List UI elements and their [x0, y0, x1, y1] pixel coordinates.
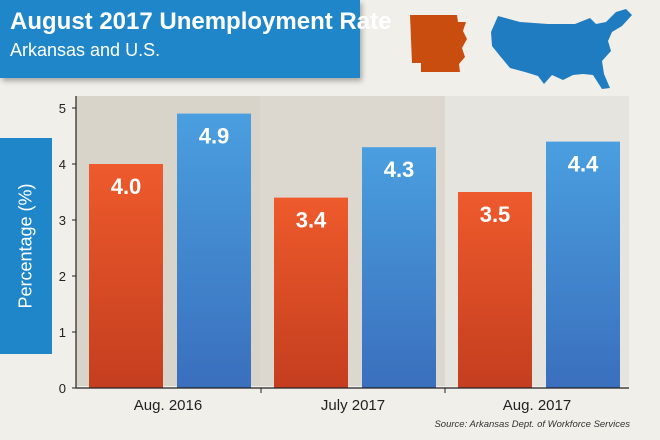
- bar-value-label: 3.5: [480, 202, 511, 227]
- bar-series-1-2: [458, 192, 532, 388]
- us-map-icon: [491, 9, 632, 89]
- bar-series-1-0: [89, 164, 163, 388]
- y-tick-label: 5: [59, 101, 66, 116]
- bar-value-label: 4.3: [384, 157, 415, 182]
- bar-series-2-0: [177, 113, 251, 388]
- title-banner: August 2017 Unemployment Rate Arkansas a…: [0, 0, 391, 78]
- bar-series-2-2: [546, 141, 620, 388]
- x-tick-label: Aug. 2017: [503, 397, 571, 414]
- x-tick-label: July 2017: [321, 397, 385, 414]
- x-tick-label: Aug. 2016: [134, 397, 202, 414]
- y-tick-label: 0: [59, 381, 66, 396]
- y-axis-label-box: [0, 138, 52, 354]
- y-tick-label: 3: [59, 213, 66, 228]
- bar-value-label: 3.4: [296, 208, 327, 233]
- bar-value-label: 4.0: [111, 174, 142, 199]
- chart-title: August 2017 Unemployment Rate: [10, 8, 392, 35]
- source-note: Source: Arkansas Dept. of Workforce Serv…: [434, 419, 630, 430]
- chart-subtitle: Arkansas and U.S.: [10, 40, 161, 60]
- bar-series-2-1: [362, 147, 436, 388]
- bar-value-label: 4.9: [199, 124, 230, 149]
- y-tick-label: 1: [59, 325, 66, 340]
- arkansas-map-icon: [410, 15, 467, 72]
- bar-series-1-1: [274, 197, 348, 388]
- bar-value-label: 4.4: [568, 152, 599, 177]
- y-tick-label: 2: [59, 269, 66, 284]
- y-tick-label: 4: [59, 157, 66, 172]
